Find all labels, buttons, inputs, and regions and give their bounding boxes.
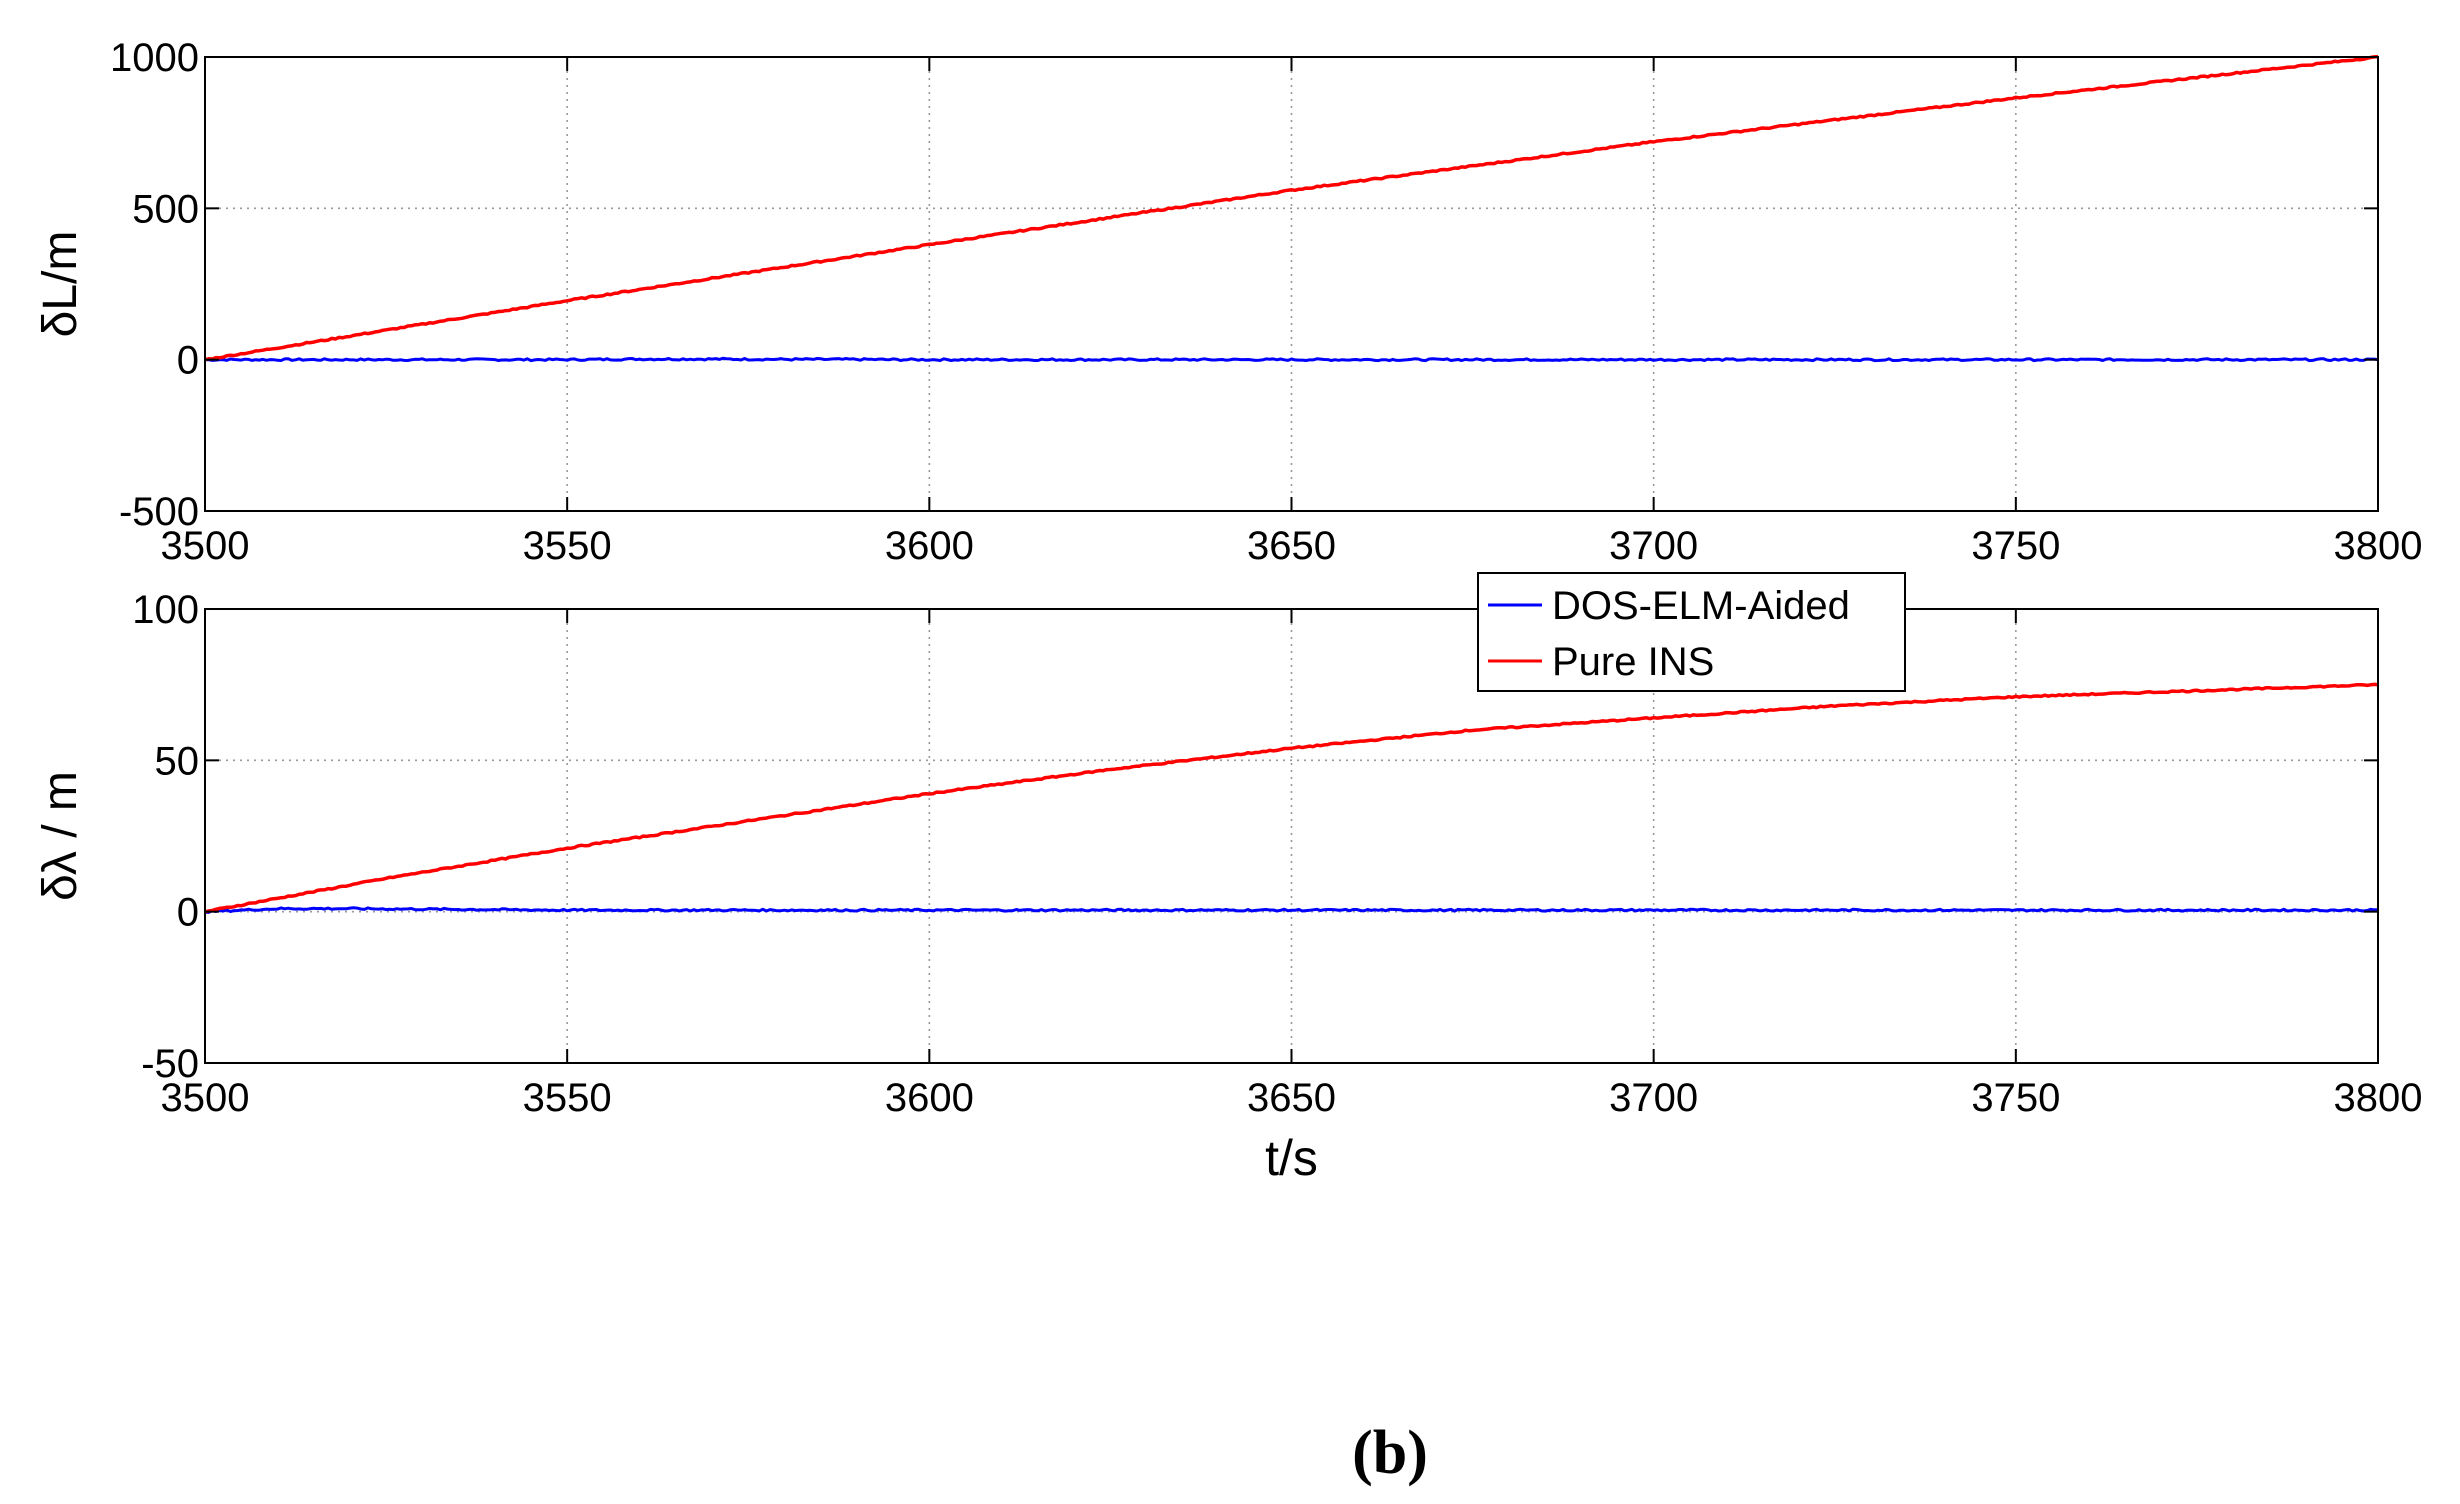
panel-label: (b) [1352, 1419, 1428, 1487]
top-plot-y-tick-label-0: 0 [177, 339, 199, 383]
bottom-plot-y-tick-label-100: 100 [132, 588, 199, 632]
bottom-plot-x-tick-label-3800: 3800 [2334, 1076, 2423, 1120]
bottom-plot-y-axis-label: δλ / m [34, 771, 87, 901]
top-plot-x-tick-label-3650: 3650 [1247, 524, 1336, 568]
legend-box [1477, 572, 1906, 692]
top-plot-x-tick-label-3550: 3550 [523, 524, 612, 568]
bottom-plot-x-tick-label-3650: 3650 [1247, 1076, 1336, 1120]
bottom-plot-x-tick-label-3500: 3500 [161, 1076, 250, 1120]
bottom-plot-tick-labels: 3500 3550 3600 3650 3700 3750 3800 -50 0 50 100 [132, 588, 2422, 1120]
top-plot-series-dos-elm-aided [204, 356, 2379, 363]
top-plot-x-tick-label-3700: 3700 [1609, 524, 1698, 568]
bottom-plot-series-dos-elm-aided [205, 906, 2378, 914]
top-plot-frame [204, 56, 2379, 512]
bottom-plot-series-pure-ins [204, 682, 2379, 914]
bottom-plot-y-tick-label-50: 50 [155, 739, 200, 783]
top-plot-x-tick-label-3750: 3750 [1971, 524, 2060, 568]
top-plot-y-tick-label-1000: 1000 [110, 36, 199, 80]
bottom-plot-x-tick-label-3750: 3750 [1971, 1076, 2060, 1120]
top-plot-x-tick-label-3500: 3500 [161, 524, 250, 568]
bottom-plot-y-tick-label-0: 0 [177, 891, 199, 935]
top-plot-grid [205, 57, 2378, 511]
legend-entry-pure-ins: Pure INS [1552, 640, 1714, 684]
bottom-plot-grid [205, 609, 2378, 1063]
bottom-plot-x-tick-label-3600: 3600 [885, 1076, 974, 1120]
bottom-plot-panel: 3500 3550 3600 3650 3700 3750 3800 -50 0 50 100 δλ… [34, 572, 2422, 1186]
legend-entry-dos-elm-aided: DOS-ELM-Aided [1552, 584, 1850, 628]
top-plot-tick-labels: 3500 3550 3600 3650 3700 3750 3800 -500 0 500 1000 [110, 36, 2422, 568]
bottom-plot-x-tick-label-3550: 3550 [523, 1076, 612, 1120]
top-plot-panel: 3500 3550 3600 3650 3700 3750 3800 -500 0 500 1000… [34, 36, 2422, 568]
top-plot-y-tick-label-500: -500 [119, 490, 199, 534]
top-plot-x-tick-label-3600: 3600 [885, 524, 974, 568]
bottom-plot-x-tick-label-3700: 3700 [1609, 1076, 1698, 1120]
top-plot-x-tick-label-3800: 3800 [2334, 524, 2423, 568]
bottom-plot-y-tick-label-50: -50 [141, 1042, 199, 1086]
legend: DOS-ELM-Aided Pure INS [1477, 572, 1906, 692]
top-plot-y-tick-label-500: 500 [132, 187, 199, 231]
top-plot-y-axis-label: δL/m [34, 231, 87, 338]
top-plot-series [204, 54, 2379, 363]
bottom-plot-series [204, 682, 2379, 914]
bottom-plot-x-axis-label: t/s [1265, 1130, 1318, 1186]
top-plot-series-pure-ins [204, 54, 2379, 362]
bottom-plot-frame [204, 608, 2379, 1064]
